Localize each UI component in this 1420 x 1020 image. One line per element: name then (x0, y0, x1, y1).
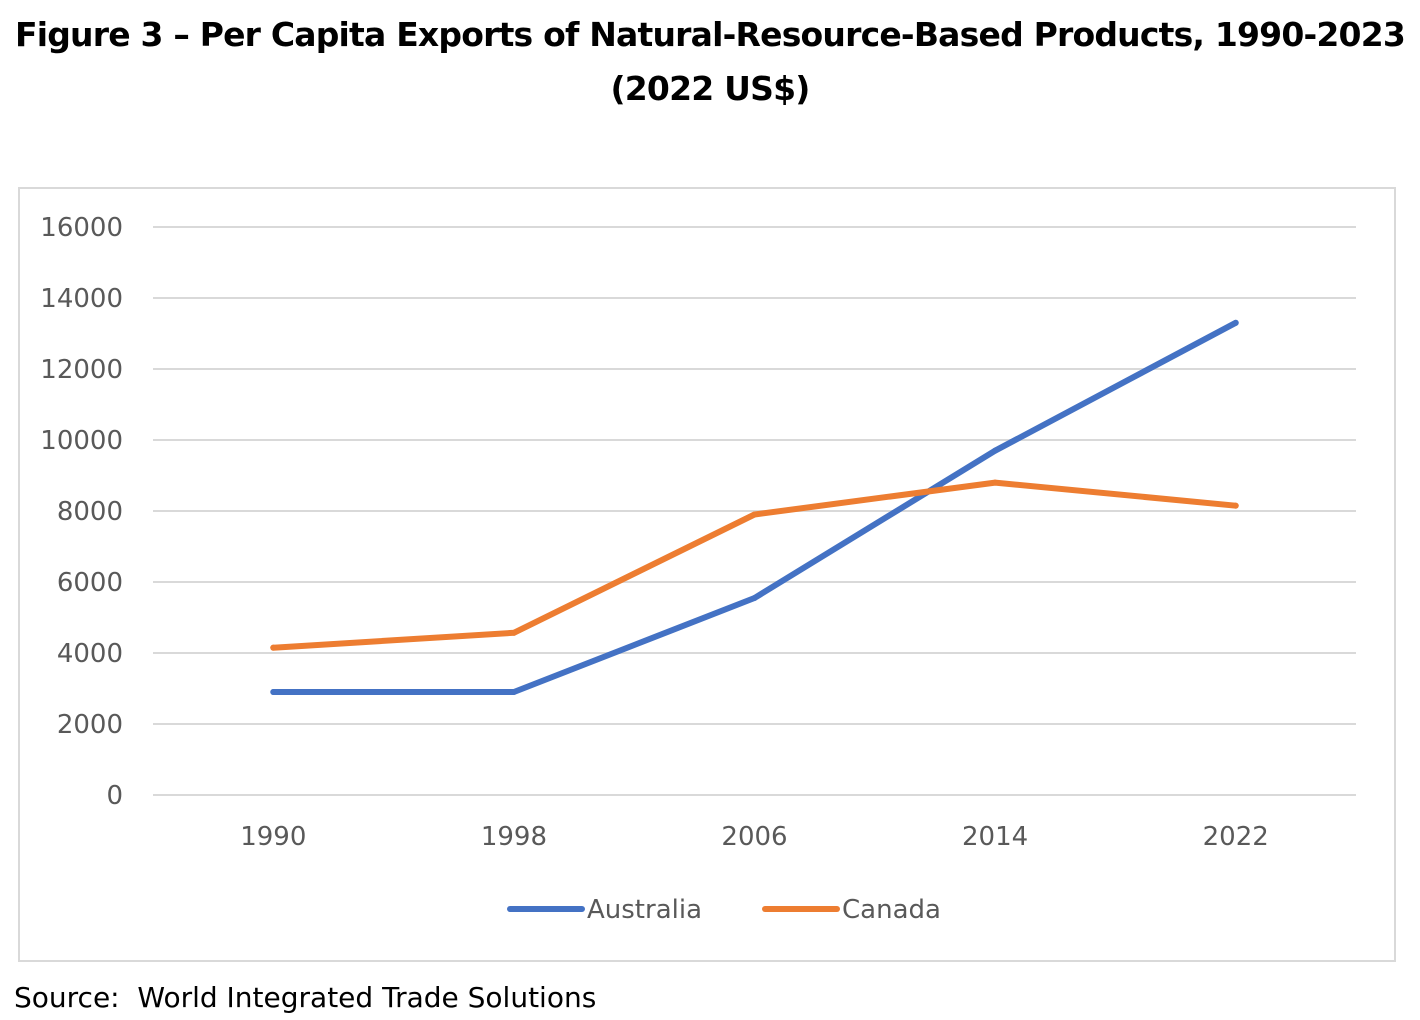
legend: Australia Canada (507, 895, 941, 925)
y-axis-tick-labels: 0 2000 4000 6000 8000 10000 12000 14000 16000 (40, 213, 123, 811)
y-tick-label-4000: 4000 (57, 639, 123, 669)
data-point-canada-2022 (1232, 502, 1239, 509)
y-tick-label-0: 0 (106, 781, 123, 811)
x-axis-tick-labels: 1990 1998 2006 2014 2022 (240, 822, 1269, 852)
figure-title: Figure 3 – Per Capita Exports of Natural… (0, 8, 1420, 116)
y-tick-label-2000: 2000 (57, 710, 123, 740)
data-point-canada-1990 (270, 644, 277, 651)
figure-title-line-1: Figure 3 – Per Capita Exports of Natural… (14, 15, 1406, 54)
y-tick-label-10000: 10000 (40, 426, 123, 456)
y-tick-label-12000: 12000 (40, 355, 123, 385)
y-tick-label-8000: 8000 (57, 497, 123, 527)
x-tick-label-2014: 2014 (962, 822, 1028, 852)
legend-label-australia: Australia (587, 895, 702, 925)
data-point-australia-1990 (270, 689, 277, 696)
data-point-canada-1998 (510, 629, 517, 636)
figure-title-line-2: (2022 US$) (610, 69, 810, 108)
data-point-canada-2014 (992, 479, 999, 486)
data-point-australia-2014 (992, 447, 999, 454)
y-tick-label-14000: 14000 (40, 284, 123, 314)
x-tick-label-1990: 1990 (240, 822, 306, 852)
gridlines (153, 226, 1356, 796)
x-tick-label-1998: 1998 (481, 822, 547, 852)
data-point-australia-2006 (751, 594, 758, 601)
series-lines (270, 319, 1239, 696)
source-note: Source: World Integrated Trade Solutions (14, 981, 597, 1014)
legend-label-canada: Canada (842, 895, 941, 925)
x-tick-label-2022: 2022 (1203, 822, 1269, 852)
data-point-canada-2006 (751, 511, 758, 518)
data-point-australia-2022 (1232, 319, 1239, 326)
chart-frame (18, 187, 1396, 962)
y-tick-label-16000: 16000 (40, 213, 123, 243)
y-tick-label-6000: 6000 (57, 568, 123, 598)
data-point-australia-1998 (510, 689, 517, 696)
x-tick-label-2006: 2006 (721, 822, 787, 852)
series-line-canada (270, 479, 1239, 651)
